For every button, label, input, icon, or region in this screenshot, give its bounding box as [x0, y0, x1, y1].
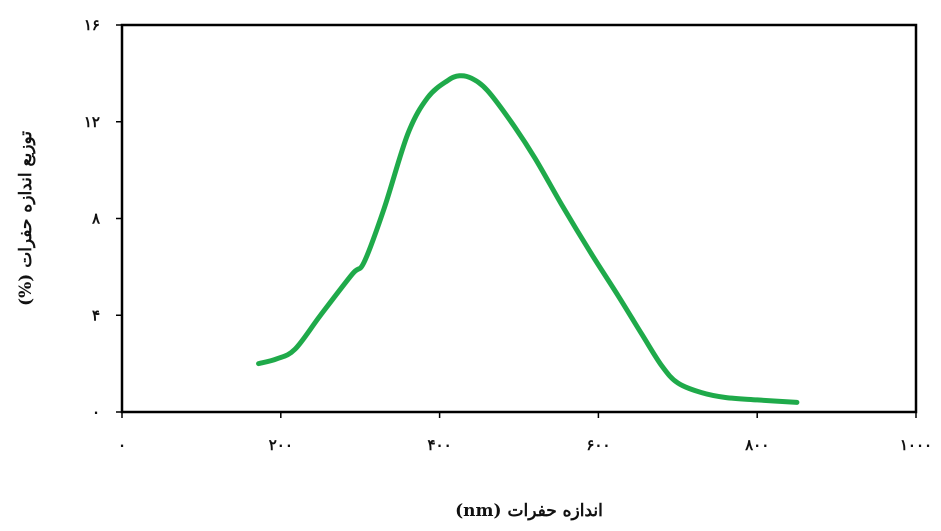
y-tick-label: ۴ [92, 306, 100, 324]
y-tick-label: ۱۲ [84, 113, 100, 131]
plot-area-frame [120, 23, 918, 414]
y-tick-label: ۸ [91, 210, 101, 228]
x-tick-label: ۴۰۰ [428, 436, 452, 454]
x-tick-label: ۰ [118, 436, 126, 454]
x-tick-label: ۱۰۰۰ [900, 436, 932, 454]
x-tick-label: ۲۰۰ [269, 436, 293, 454]
x-tick-label: ۶۰۰ [586, 436, 610, 454]
y-tick-label: ۰ [92, 403, 100, 421]
x-axis-title: اندازه حفرات (nm) [455, 501, 603, 521]
x-tick-label: ۸۰۰ [744, 436, 769, 454]
series-line [256, 73, 800, 405]
y-axis-title: توزیع اندازه حفرات (%) [16, 131, 36, 306]
y-tick-label: ۱۶ [84, 16, 100, 34]
